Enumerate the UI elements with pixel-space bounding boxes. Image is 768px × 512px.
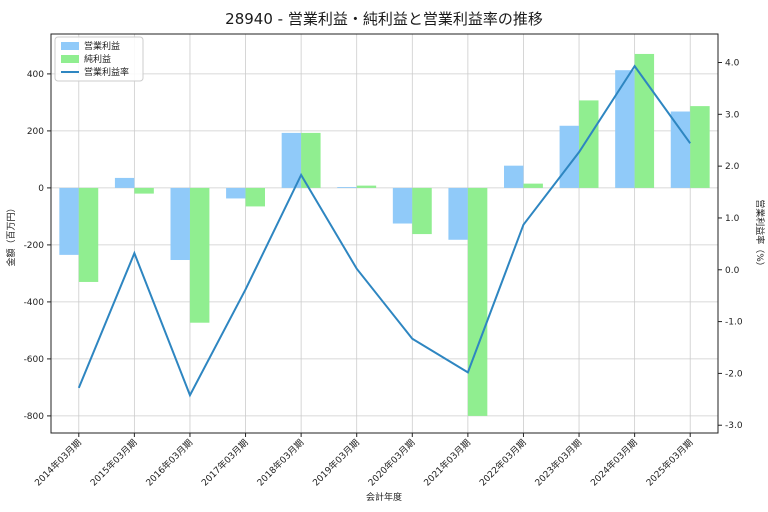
y-tick-label: -800 [24, 412, 45, 422]
legend-label: 純利益 [84, 53, 111, 65]
legend-swatch [61, 55, 79, 63]
chart-title: 28940 - 営業利益・純利益と営業利益率の推移 [225, 10, 543, 28]
plot-frame [50, 33, 719, 434]
y2-tick-label: 4.0 [725, 59, 740, 69]
bar-net-profit [78, 187, 99, 282]
bar-net-profit [523, 183, 543, 188]
x-tick-label: 2021年03月期 [421, 437, 473, 489]
bar-operating-profit [448, 187, 468, 240]
y-tick-label: -400 [24, 298, 45, 308]
bar-net-profit [245, 187, 265, 207]
x-tick-label: 2024年03月期 [588, 437, 640, 489]
x-tick-label: 2014年03月期 [32, 437, 84, 489]
bar-net-profit [134, 187, 154, 194]
bars [59, 53, 710, 416]
x-tick-label: 2023年03月期 [532, 437, 584, 489]
bar-operating-profit [170, 187, 190, 261]
bar-net-profit [301, 132, 321, 188]
y-tick-label: 400 [27, 70, 44, 80]
y2-tick-label: -3.0 [725, 421, 743, 431]
x-tick-label: 2022年03月期 [477, 437, 529, 489]
x-tick-label: 2017年03月期 [199, 437, 251, 489]
bar-operating-profit [504, 165, 524, 188]
y2-tick-label: -1.0 [725, 318, 743, 328]
bar-net-profit [634, 53, 655, 188]
bar-operating-profit [392, 187, 413, 224]
bar-operating-profit [226, 187, 246, 199]
x-tick-label: 2016年03月期 [143, 437, 195, 489]
y2-axis-label: 営業利益率（%） [754, 199, 766, 271]
y-tick-label: 200 [27, 127, 44, 137]
y-tick-label: -200 [24, 241, 45, 251]
bar-operating-profit [337, 187, 357, 188]
bar-operating-profit [281, 132, 302, 188]
bar-net-profit [467, 187, 488, 416]
legend-label: 営業利益 [84, 40, 120, 52]
x-tick-label: 2019年03月期 [310, 437, 362, 489]
legend-label: 営業利益率 [84, 66, 129, 78]
legend-swatch [61, 42, 79, 50]
x-axis-label: 会計年度 [366, 491, 402, 503]
x-tick-label: 2020年03月期 [366, 437, 418, 489]
bar-operating-profit [615, 70, 635, 188]
bar-operating-profit [59, 187, 79, 255]
line-operating-margin [77, 64, 692, 398]
y2-tick-label: 1.0 [725, 214, 740, 224]
bar-net-profit [690, 106, 710, 188]
y-tick-label: -600 [24, 355, 45, 365]
y2-tick-label: -2.0 [725, 369, 743, 379]
x-tick-label: 2018年03月期 [254, 437, 306, 489]
x-tick-label: 2015年03月期 [88, 437, 140, 489]
y-axis-label: 金額（百万円） [5, 203, 17, 266]
y2-tick-label: 3.0 [725, 110, 740, 120]
y-axis-ticks: -800 -600 -400 -200 0 200 400 [24, 70, 51, 422]
y2-tick-label: 2.0 [725, 162, 740, 172]
bar-net-profit [356, 185, 377, 188]
bar-operating-profit [114, 177, 135, 188]
bar-net-profit [189, 187, 210, 323]
bar-operating-profit [670, 111, 691, 188]
y2-axis-ticks: -3.0 -2.0 -1.0 0.0 1.0 2.0 3.0 4.0 [718, 59, 743, 431]
line-series [77, 64, 692, 398]
x-tick-label: 2025年03月期 [643, 437, 695, 489]
bar-net-profit [579, 100, 599, 188]
x-axis-ticks: 2014年03月期 2015年03月期 2016年03月期 2017年03月期 2018… [32, 433, 695, 489]
bar-net-profit [412, 187, 432, 235]
y-tick-label: 0 [38, 184, 44, 194]
y2-tick-label: 0.0 [725, 266, 740, 276]
